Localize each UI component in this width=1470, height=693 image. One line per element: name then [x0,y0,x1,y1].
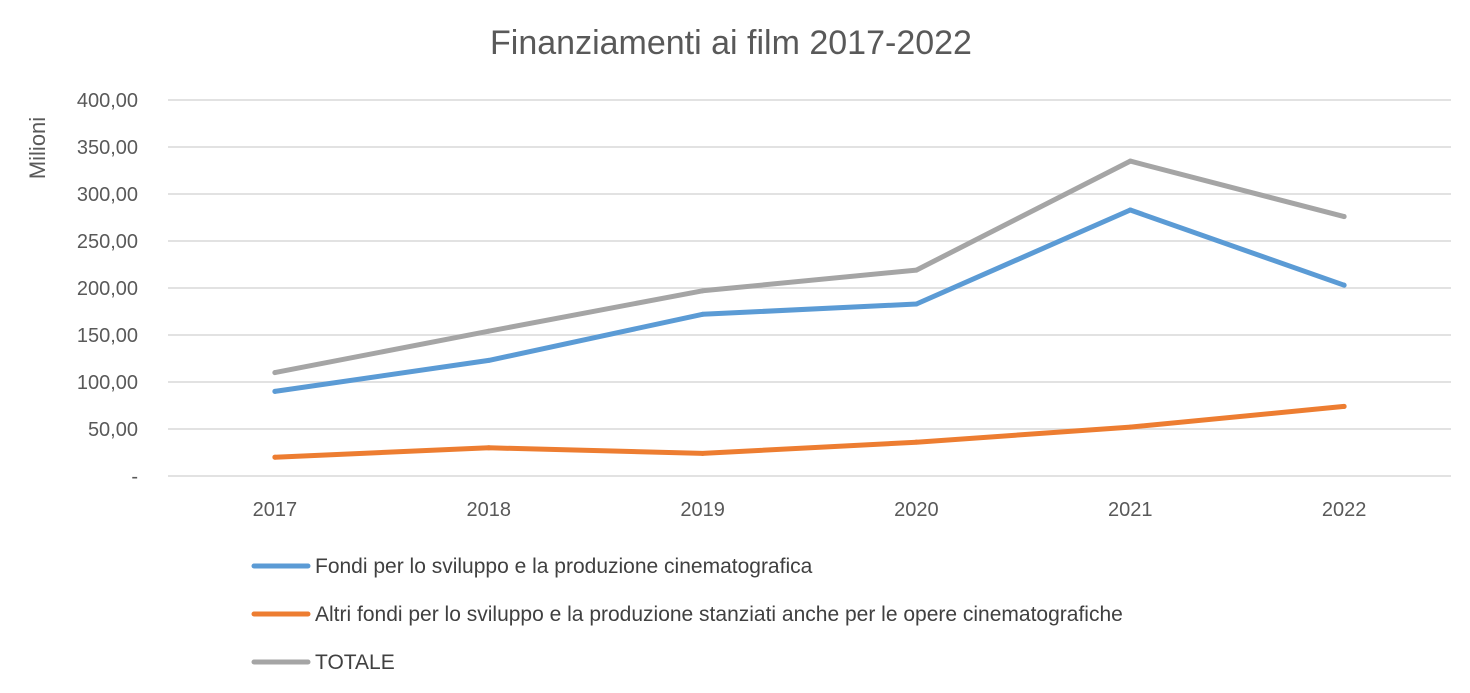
data-point [1341,214,1347,220]
y-tick-label: 100,00 [77,372,138,394]
data-point [272,388,278,394]
data-point [700,288,706,294]
data-point [1341,403,1347,409]
data-point [486,445,492,451]
data-point [913,267,919,273]
series-line-2 [272,403,1347,460]
y-tick-label: - [131,466,138,488]
x-tick-label: 2022 [1322,499,1367,521]
y-axis-ticks: - 50,00 100,00 150,00 200,00 250,00 300,00 350,… [77,90,138,488]
y-tick-label: 350,00 [77,137,138,159]
y-tick-label: 50,00 [88,419,138,441]
x-tick-label: 2017 [253,499,298,521]
series-lines [272,158,1347,460]
series-line-3 [272,158,1347,376]
data-point [486,328,492,334]
data-point [913,301,919,307]
data-point [486,357,492,363]
y-tick-label: 400,00 [77,90,138,112]
x-tick-label: 2018 [467,499,512,521]
x-tick-label: 2020 [894,499,939,521]
y-axis-title: Milioni [25,117,50,179]
data-point [1341,282,1347,288]
legend: Fondi per lo sviluppo e la produzione ci… [251,555,1123,674]
data-point [1127,207,1133,213]
data-point [1127,424,1133,430]
y-tick-label: 200,00 [77,278,138,300]
legend-label: Altri fondi per lo sviluppo e la produzi… [315,603,1123,626]
x-axis-ticks: 2017 2018 2019 2020 2021 2022 [253,499,1367,521]
legend-label: Fondi per lo sviluppo e la produzione ci… [315,555,813,578]
series-line-1 [272,207,1347,394]
x-tick-label: 2019 [680,499,725,521]
chart-title: Finanziamenti ai film 2017-2022 [490,24,972,62]
y-tick-label: 150,00 [77,325,138,347]
y-tick-label: 250,00 [77,231,138,253]
data-point [700,450,706,456]
data-point [272,454,278,460]
data-point [913,439,919,445]
y-tick-label: 300,00 [77,184,138,206]
gridlines [168,99,1451,477]
data-point [1127,158,1133,164]
data-point [272,370,278,376]
data-point [700,311,706,317]
legend-label: TOTALE [315,651,395,674]
x-tick-label: 2021 [1108,499,1153,521]
